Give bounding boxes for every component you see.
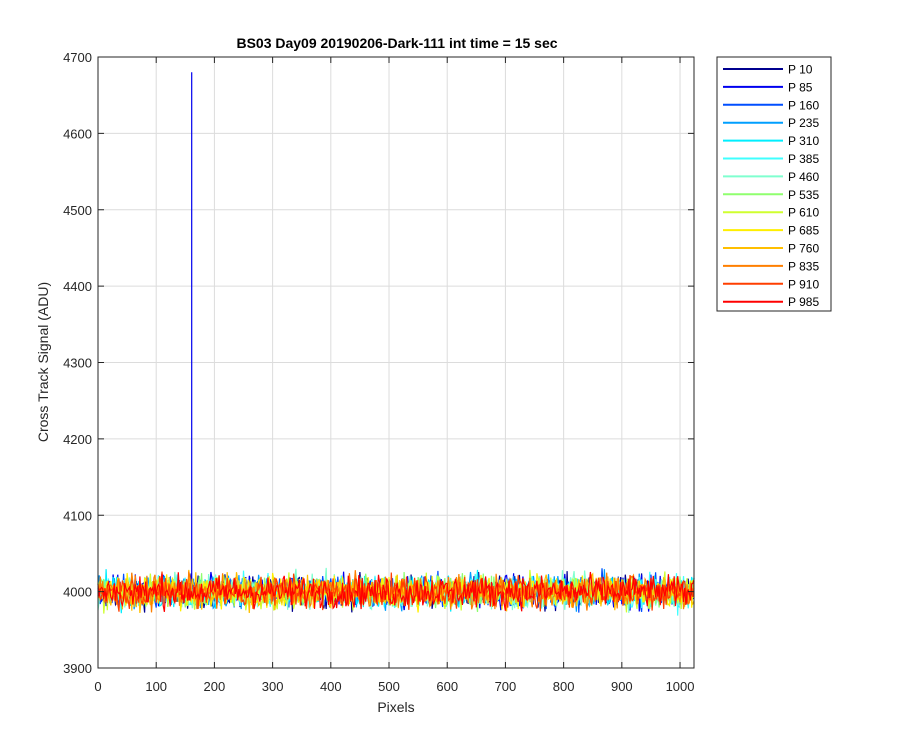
legend-label: P 535 — [788, 188, 819, 202]
legend-label: P 910 — [788, 277, 819, 291]
legend-label: P 10 — [788, 63, 813, 77]
legend-label: P 835 — [788, 259, 819, 273]
chart-title: BS03 Day09 20190206-Dark-111 int time = … — [236, 35, 557, 51]
legend-label: P 160 — [788, 98, 819, 112]
y-tick-label: 4200 — [63, 432, 92, 447]
series-lines — [97, 72, 695, 616]
legend-label: P 610 — [788, 206, 819, 220]
y-tick-label: 4100 — [63, 508, 92, 523]
legend-label: P 85 — [788, 80, 813, 94]
x-tick-label: 900 — [611, 679, 633, 694]
y-tick-label: 4600 — [63, 126, 92, 141]
x-tick-label: 400 — [320, 679, 342, 694]
x-tick-label: 200 — [204, 679, 226, 694]
legend: P 10 P 85 P 160 P 235 P 310 P 385 P 460 P 535 P … — [716, 56, 832, 312]
y-tick-label: 4500 — [63, 203, 92, 218]
x-tick-label: 300 — [262, 679, 284, 694]
series-line — [97, 571, 695, 613]
y-tick-label: 4700 — [63, 50, 92, 65]
legend-label: P 685 — [788, 224, 819, 238]
x-axis-label: Pixels — [377, 699, 414, 715]
x-tick-label: 800 — [553, 679, 575, 694]
legend-label: P 985 — [788, 295, 819, 309]
legend-label: P 460 — [788, 170, 819, 184]
series-line — [97, 570, 695, 613]
legend-label: P 760 — [788, 242, 819, 256]
y-tick-label: 3900 — [63, 661, 92, 676]
x-tick-label: 100 — [145, 679, 167, 694]
legend-box — [716, 56, 832, 312]
x-tick-label: 700 — [495, 679, 517, 694]
y-tick-label: 4000 — [63, 585, 92, 600]
x-tick-label: 1000 — [666, 679, 695, 694]
legend-label: P 310 — [788, 134, 819, 148]
legend-label: P 385 — [788, 152, 819, 166]
x-tick-label: 500 — [378, 679, 400, 694]
legend-label: P 235 — [788, 116, 819, 130]
x-tick-label: 0 — [94, 679, 101, 694]
y-tick-label: 4300 — [63, 356, 92, 371]
axis-ticks: 0 100 200 300 400 500 600 700 800 900 1000 3900 4000… — [63, 50, 694, 694]
x-tick-label: 600 — [436, 679, 458, 694]
y-axis-label: Cross Track Signal (ADU) — [35, 282, 51, 442]
y-tick-label: 4400 — [63, 279, 92, 294]
